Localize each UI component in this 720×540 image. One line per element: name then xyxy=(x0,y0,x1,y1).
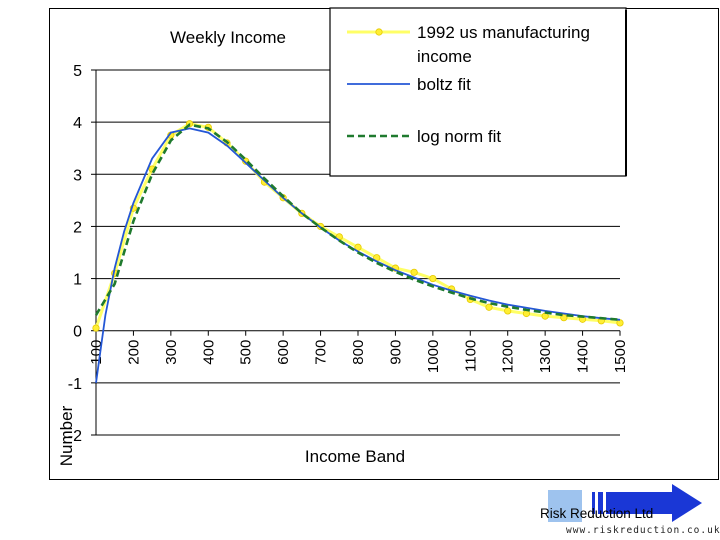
x-tick-label: 1000 xyxy=(425,340,442,373)
x-tick-label: 500 xyxy=(238,340,255,365)
company-logo: Risk Reduction Ltd www.riskreduction.co.… xyxy=(540,484,720,540)
company-name: Risk Reduction Ltd xyxy=(540,506,654,521)
x-tick-label: 1100 xyxy=(462,340,479,372)
x-tick-label: 1400 xyxy=(575,340,592,373)
data-point xyxy=(410,268,418,276)
x-tick-label: 800 xyxy=(350,340,367,365)
y-tick-label: 2 xyxy=(73,219,82,236)
legend-label: boltz fit xyxy=(417,75,471,94)
arrow-bar-1 xyxy=(592,492,595,514)
series-line-log-norm-fit xyxy=(94,123,621,322)
x-tick-label: 700 xyxy=(313,340,330,365)
data-point xyxy=(485,303,493,311)
data-point xyxy=(92,324,100,332)
legend-marker xyxy=(375,28,383,36)
y-tick-label: 1 xyxy=(73,272,82,289)
arrow-shaft xyxy=(606,492,674,514)
y-tick-label: 0 xyxy=(73,324,82,341)
data-point xyxy=(616,319,624,327)
x-tick-label: 1200 xyxy=(500,340,517,373)
x-tick-label: 100 xyxy=(88,340,105,365)
company-url[interactable]: www.riskreduction.co.uk xyxy=(566,525,720,536)
y-tick-label: 4 xyxy=(73,115,82,132)
x-tick-label: 1300 xyxy=(537,340,554,373)
next-arrow-icon[interactable] xyxy=(672,484,702,522)
chart-title: Weekly Income xyxy=(170,28,286,47)
y-tick-label: 3 xyxy=(73,167,82,184)
y-axis-label: Number xyxy=(57,405,76,466)
arrow-bar-2 xyxy=(598,492,603,514)
legend-box xyxy=(329,7,627,177)
logo-square xyxy=(548,490,582,522)
data-point xyxy=(504,307,512,315)
y-tick-label: -1 xyxy=(68,376,82,393)
chart-legend: 1992 us manufacturing income boltz fit log … xyxy=(329,7,627,177)
x-tick-label: 200 xyxy=(125,340,142,365)
legend-label: log norm fit xyxy=(417,127,501,146)
data-point xyxy=(429,274,437,283)
x-tick-label: 400 xyxy=(200,340,217,365)
legend-label: 1992 us manufacturing income xyxy=(417,23,590,66)
y-tick-label: 5 xyxy=(73,63,82,80)
x-axis-label: Income Band xyxy=(305,447,405,466)
weekly-income-chart: 5 4 3 2 1 0 -1 -2 100 200 300 400 500 600 700 800 900 100… xyxy=(57,7,629,466)
y-tick-label: -2 xyxy=(68,428,82,445)
x-tick-label: 900 xyxy=(387,340,404,365)
x-tick-label: 1500 xyxy=(612,340,629,373)
x-tick-label: 300 xyxy=(163,340,180,365)
x-tick-label: 600 xyxy=(275,340,292,365)
